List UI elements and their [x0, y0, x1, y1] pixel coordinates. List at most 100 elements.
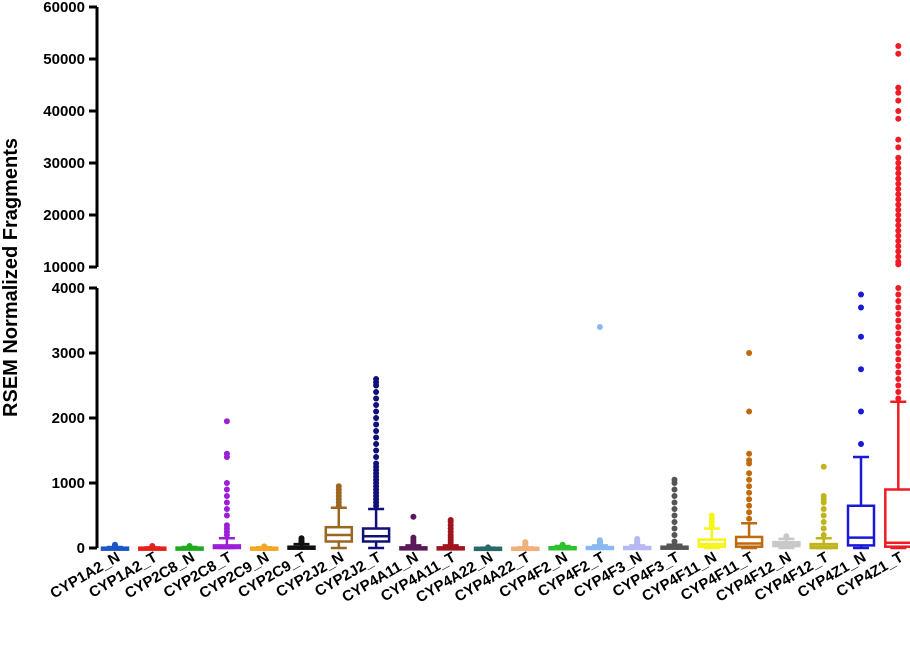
outlier-point: [298, 535, 305, 542]
outlier-point: [895, 222, 902, 229]
outlier-point: [671, 512, 678, 519]
box-group: [734, 350, 764, 550]
outlier-point: [373, 415, 380, 421]
outlier-point: [895, 304, 902, 311]
outlier-point: [223, 450, 230, 457]
outlier-point: [820, 493, 827, 499]
outlier-point: [895, 389, 902, 395]
outlier-point: [895, 330, 902, 337]
outlier-point: [895, 356, 902, 363]
outlier-point: [895, 238, 902, 244]
box-group: [809, 463, 838, 550]
y-lower-tick-label: 4000: [52, 280, 85, 297]
box-iqr: [734, 535, 764, 548]
outlier-point: [858, 291, 864, 298]
outlier-point: [858, 408, 864, 415]
box-group: [772, 533, 801, 550]
outlier-point: [895, 369, 902, 376]
outlier-point: [671, 486, 678, 493]
y-lower-tick-label: 1000: [52, 475, 85, 492]
outlier-point: [895, 201, 902, 208]
y-axis-title: RSEM Normalized Fragments: [0, 138, 22, 417]
outlier-point: [223, 499, 230, 506]
outlier-point: [223, 493, 230, 499]
outlier-point: [373, 389, 380, 395]
outlier-point: [895, 253, 902, 260]
box-group: [138, 543, 167, 551]
outlier-point: [373, 447, 380, 454]
box-group: [697, 512, 727, 550]
outlier-point: [746, 489, 753, 496]
outlier-point: [895, 376, 902, 382]
box-group: [585, 324, 615, 551]
outlier-point: [783, 533, 790, 540]
outlier-point: [895, 165, 902, 172]
outlier-point: [895, 343, 902, 350]
outlier-point: [895, 248, 902, 255]
outlier-point: [895, 50, 902, 57]
outlier-point: [895, 311, 902, 317]
box-group: [287, 535, 316, 550]
box-group: [399, 513, 428, 551]
outlier-point: [671, 506, 678, 512]
box-group: [884, 43, 910, 550]
y-upper-tick-label: 20000: [43, 207, 85, 224]
outlier-point: [895, 258, 902, 265]
outlier-point: [671, 525, 678, 532]
outlier-point: [895, 136, 902, 143]
outlier-point: [261, 543, 268, 550]
box-group: [660, 476, 689, 550]
outlier-point: [746, 509, 753, 516]
outlier-point: [410, 513, 417, 520]
box-group: [548, 541, 577, 551]
outlier-point: [485, 544, 491, 551]
outlier-point: [858, 366, 864, 373]
outlier-point: [895, 191, 902, 198]
outlier-point: [671, 519, 678, 525]
box-group: [511, 539, 540, 552]
outlier-point: [820, 532, 827, 538]
outlier-point: [112, 541, 118, 548]
outlier-point: [671, 499, 678, 506]
outlier-point: [895, 115, 902, 122]
outlier-point: [149, 543, 156, 550]
outlier-point: [335, 483, 342, 490]
box-group: [249, 543, 279, 551]
outlier-point: [596, 324, 603, 330]
outlier-point: [559, 541, 566, 548]
outlier-point: [895, 317, 902, 324]
outlier-point: [373, 421, 380, 428]
y-upper-tick-label: 30000: [43, 155, 85, 172]
outlier-point: [820, 519, 827, 525]
outlier-point: [522, 539, 529, 546]
outlier-point: [895, 108, 902, 114]
outlier-point: [671, 493, 678, 499]
outlier-point: [223, 512, 230, 519]
outlier-point: [895, 206, 902, 213]
y-upper-tick-label: 10000: [43, 259, 85, 276]
outlier-point: [746, 450, 753, 457]
outlier-point: [746, 502, 753, 509]
outlier-point: [895, 395, 902, 402]
box-group: [436, 517, 465, 551]
outlier-point: [895, 232, 902, 239]
outlier-point: [373, 402, 380, 408]
outlier-point: [708, 512, 715, 519]
outlier-point: [895, 180, 902, 187]
outlier-point: [895, 89, 902, 96]
outlier-point: [895, 291, 902, 298]
outlier-point: [895, 243, 902, 250]
outlier-point: [223, 506, 230, 512]
y-lower-tick-label: 2000: [52, 410, 85, 427]
outlier-point: [858, 333, 864, 340]
outlier-point: [895, 170, 902, 177]
y-upper-tick-label: 50000: [43, 51, 85, 68]
outlier-point: [373, 408, 380, 415]
outlier-point: [895, 363, 902, 369]
outlier-point: [895, 217, 902, 224]
outlier-point: [746, 470, 753, 477]
outlier-point: [895, 97, 902, 104]
box-iqr: [361, 527, 391, 543]
